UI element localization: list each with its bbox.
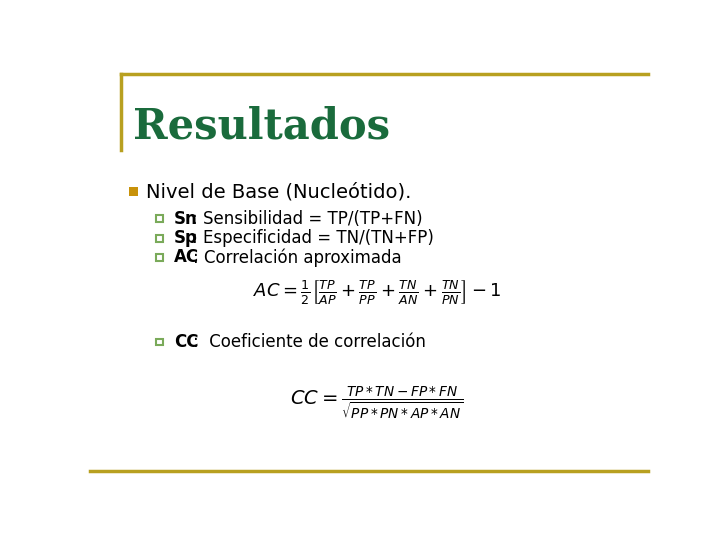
Text: Nivel de Base (Nucleótido).: Nivel de Base (Nucleótido). [145,183,411,201]
Text: Sn: Sn [174,210,197,228]
Text: $CC = \frac{TP*TN - FP*FN}{\sqrt{PP*PN*AP*AN}}$: $CC = \frac{TP*TN - FP*FN}{\sqrt{PP*PN*A… [290,385,463,422]
Bar [129,187,138,197]
Bar [156,215,163,222]
Bar [156,234,163,241]
Text: AC: AC [174,248,199,266]
Text: : Correlación aproximada: : Correlación aproximada [193,248,402,267]
Text: CC: CC [174,333,198,351]
Text: Resultados: Resultados [132,105,390,147]
Bar [156,254,163,261]
Bar [156,339,163,346]
Text: $AC = \frac{1}{2}\left[\frac{TP}{AP}+\frac{TP}{PP}+\frac{TN}{AN}+\frac{TN}{PN}\r: $AC = \frac{1}{2}\left[\frac{TP}{AP}+\fr… [253,278,501,306]
Text: : Sensibilidad = TP/(TP+FN): : Sensibilidad = TP/(TP+FN) [192,210,423,228]
Text: Sp: Sp [174,229,197,247]
Text: : Especificidad = TN/(TN+FP): : Especificidad = TN/(TN+FP) [192,229,434,247]
Text: :  Coeficiente de correlación: : Coeficiente de correlación [193,333,426,351]
